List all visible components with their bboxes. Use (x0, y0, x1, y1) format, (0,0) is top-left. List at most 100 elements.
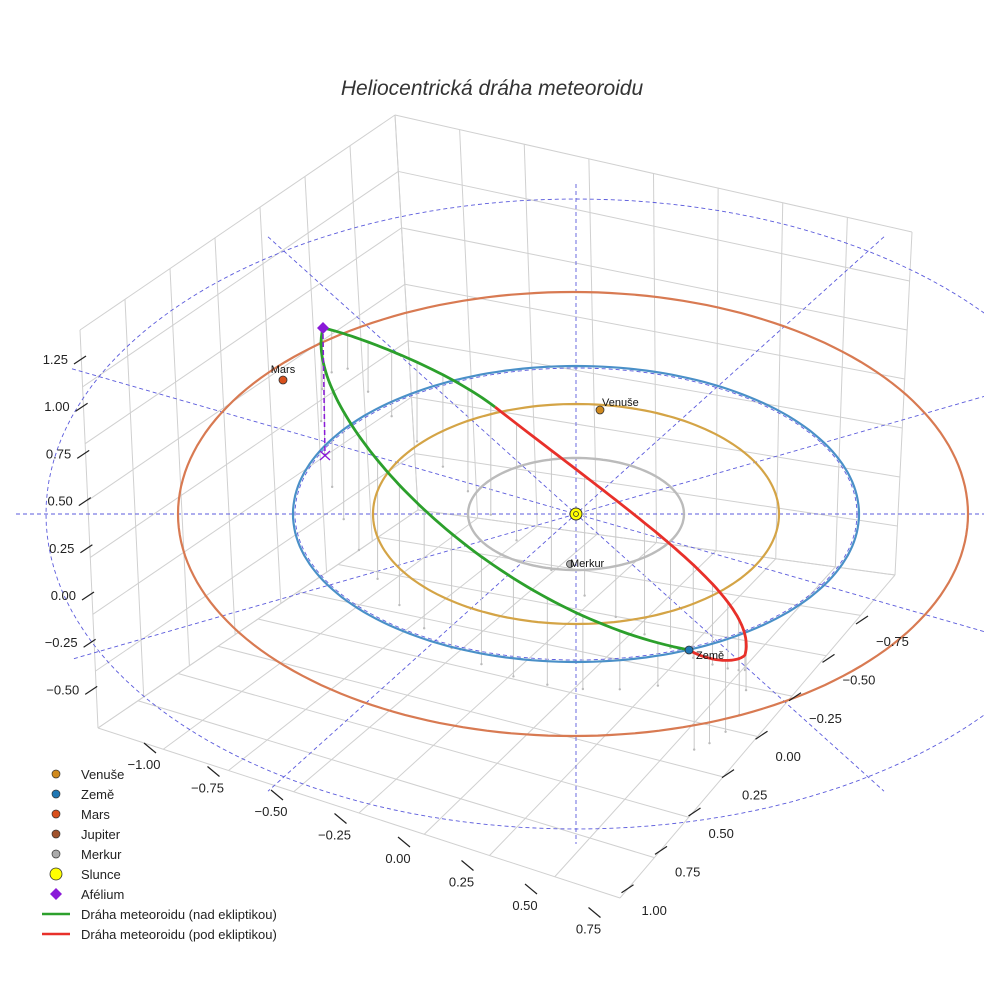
stem-point (321, 387, 324, 391)
z-tick-label: 1.25 (43, 352, 68, 367)
x-tick-label: −0.25 (318, 828, 351, 843)
grid-line-floor-b (257, 618, 758, 737)
stem-point (656, 684, 660, 687)
planet-venuše-label: Venuše (602, 397, 639, 409)
x-tick-mark (524, 883, 538, 895)
x-tick-label: −0.50 (255, 804, 288, 819)
x-tick-mark (397, 836, 411, 848)
y-tick-mark (654, 845, 668, 855)
y-tick-label: 0.50 (709, 826, 734, 841)
grid-line-floor-b (97, 727, 621, 899)
z-tick-mark (76, 449, 90, 459)
grid-line-right-v (459, 129, 479, 519)
grid-line-left-v (349, 145, 373, 542)
z-tick-mark (81, 591, 95, 601)
stem-point (366, 390, 370, 393)
z-tick-label: −0.25 (45, 635, 78, 650)
stem-point (618, 688, 622, 691)
grid-line-right-v (894, 231, 913, 576)
grid-line-left-h (95, 453, 415, 672)
y-tick-label: 1.00 (642, 903, 667, 918)
grid-line-right-h (394, 114, 913, 233)
y-tick-mark (855, 615, 869, 625)
y-tick-label: 0.75 (675, 864, 700, 879)
stem-point (515, 539, 518, 542)
y-tick-mark (688, 807, 701, 817)
z-tick-label: 1.00 (44, 399, 69, 414)
grid-line-left-v (124, 299, 145, 697)
stem-point (330, 371, 333, 374)
planet-merkur-point (566, 560, 574, 568)
legend-item-8-label: Dráha meteoroidu (pod ekliptikou) (81, 927, 277, 942)
stem-point (583, 594, 586, 597)
stem-point (346, 367, 349, 370)
z-tick-label: 0.75 (46, 446, 71, 461)
stem-point (489, 513, 493, 516)
z-tick-mark (73, 355, 87, 365)
aphelion-drop-line (322, 333, 326, 456)
grid-line-left-h (79, 114, 396, 331)
stem-point (743, 668, 747, 672)
grid-line-floor-b (377, 536, 861, 616)
x-tick-mark (270, 789, 284, 801)
legend-item-1-label: Země (81, 787, 114, 802)
orbit-země (291, 364, 861, 664)
grid-line-right-v (834, 217, 848, 567)
grid-line-right-h (408, 340, 903, 429)
chart-title: Heliocentrická dráha meteoroidu (341, 77, 644, 100)
stem-point (415, 440, 419, 443)
planet-merkur-label: Merkur (570, 558, 605, 570)
legend-item-5-marker (49, 867, 63, 881)
grid-line-left-h (92, 396, 412, 615)
grid-line-right-v (715, 188, 719, 551)
x-tick-mark (588, 907, 601, 918)
stem-point (390, 415, 393, 418)
legend-item-6-marker (50, 888, 62, 900)
grid-line-floor-b (417, 509, 896, 576)
z-tick-label: 0.00 (51, 588, 76, 603)
stem-point (512, 675, 515, 678)
y-tick-label: −0.75 (876, 634, 909, 649)
stem-point (398, 603, 401, 607)
bodies: Venuše Země Mars Merkur (271, 322, 724, 662)
x-tick-label: 0.00 (385, 851, 410, 866)
meteoroid-orbit-above (319, 326, 690, 652)
x-tick-label: 0.50 (512, 898, 537, 913)
z-tick-label: 0.25 (49, 541, 74, 556)
stem-point (643, 633, 646, 636)
stem-point (726, 667, 729, 670)
stem-point (466, 490, 470, 493)
ecliptic-outer-ring (45, 198, 984, 830)
z-tick-mark (78, 497, 92, 507)
grid-line-floor-b (177, 673, 689, 818)
grid-line-left-v (79, 329, 99, 729)
z-tick-mark (75, 402, 88, 412)
meteoroid-stems (319, 330, 748, 751)
x-tick-label: 0.75 (576, 922, 601, 937)
orbit-merkur (466, 456, 686, 572)
legend-item-0-label: Venuše (81, 767, 124, 782)
x-tick-mark (207, 766, 220, 777)
stem-point (546, 683, 549, 686)
grid-line-right-h (401, 227, 908, 331)
grid-line-right-h (404, 283, 905, 380)
grid-line-floor-b (217, 645, 724, 778)
planet-mars-label: Mars (271, 364, 296, 376)
z-tick-mark (80, 544, 93, 554)
planet-země-label: Země (696, 650, 724, 662)
grid-line-floor-b (137, 700, 655, 859)
legend-item-2-marker (51, 809, 61, 819)
stem-point (480, 662, 483, 666)
planet-venuše-point (595, 405, 605, 415)
axis-ticks: 1.25 1.00 0.75 0.50 0.25 0.00 −0.25 −0.50 −1.00 −… (43, 352, 909, 937)
grid-line-left-v (169, 268, 190, 666)
planet-země-point (684, 645, 694, 655)
y-tick-label: 0.00 (776, 749, 801, 764)
stem-point (711, 663, 714, 666)
legend-item-5-label: Slunce (81, 867, 121, 882)
y-tick-mark (721, 769, 735, 779)
grid-line-left-v (259, 207, 282, 604)
x-tick-mark (461, 860, 474, 871)
stem-point (744, 688, 748, 692)
